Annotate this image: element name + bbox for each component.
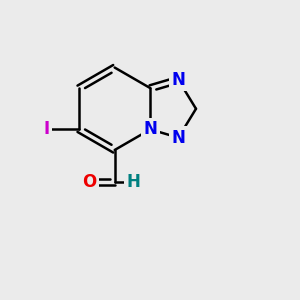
Text: I: I [44, 120, 50, 138]
Text: N: N [171, 129, 185, 147]
Text: N: N [143, 120, 157, 138]
Text: N: N [171, 71, 185, 89]
Text: O: O [82, 173, 97, 191]
Text: H: H [127, 173, 141, 191]
